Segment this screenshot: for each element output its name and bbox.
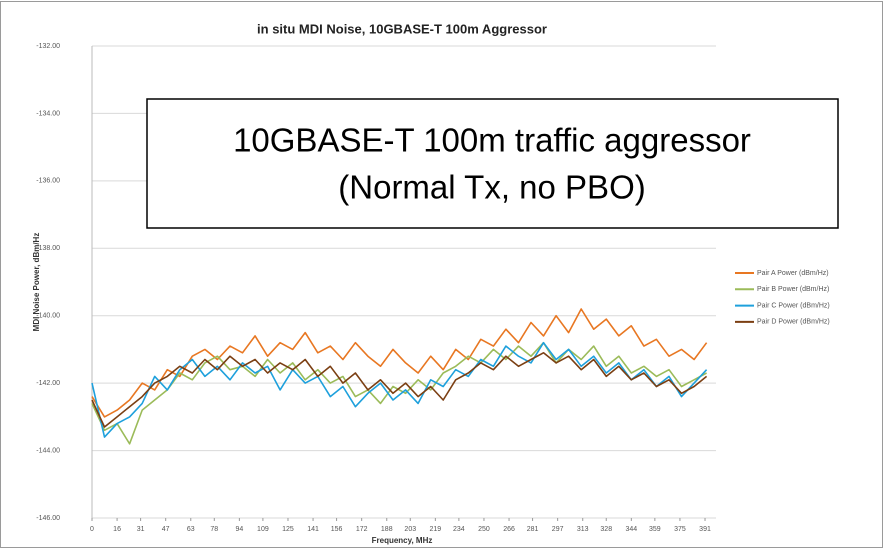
x-tick-label: 141 (307, 526, 319, 533)
x-tick-label: 125 (282, 526, 294, 533)
x-tick-label: 31 (137, 526, 145, 533)
series-line (91, 352, 708, 428)
y-tick-label: -142.00 (36, 380, 60, 387)
series-line (91, 341, 708, 438)
annotation-line: (Normal Tx, no PBO) (338, 169, 645, 206)
x-axis-label: Frequency, MHz (372, 536, 433, 545)
x-tick-label: 391 (699, 526, 711, 533)
x-tick-label: 172 (356, 526, 368, 533)
legend: Pair A Power (dBm/Hz) Pair B Power (dBm/H… (735, 270, 830, 326)
x-tick-label: 63 (187, 526, 195, 533)
annotation-box (146, 98, 839, 229)
x-tick-label: 375 (674, 526, 686, 533)
y-tick-label: -140.00 (36, 313, 60, 320)
x-tick-label: 16 (113, 526, 121, 533)
x-tick-label: 313 (577, 526, 589, 533)
x-tick-label: 94 (235, 526, 243, 533)
x-tick-label: 266 (503, 526, 515, 533)
y-tick-label: -146.00 (36, 515, 60, 522)
y-tick-label: -134.00 (36, 110, 60, 117)
x-tick-label: 281 (527, 526, 539, 533)
x-tick-label: 156 (331, 526, 343, 533)
annotation-line: 10GBASE-T 100m traffic aggressor (233, 122, 751, 159)
x-tick-label: 203 (404, 526, 416, 533)
y-tick-label: -144.00 (36, 447, 60, 454)
x-tick-label: 0 (90, 526, 94, 533)
legend-label: Pair C Power (dBm/Hz) (757, 302, 830, 309)
legend-label: Pair B Power (dBm/Hz) (757, 286, 829, 293)
x-tick-label: 359 (649, 526, 661, 533)
x-tick-label: 188 (381, 526, 393, 533)
x-tick-label: 78 (210, 526, 218, 533)
series-line (91, 341, 707, 445)
y-axis-label: MDI Noise Power, dBm/Hz (32, 233, 41, 332)
x-tick-label: 219 (430, 526, 442, 533)
x-tick-label: 109 (257, 526, 269, 533)
x-tick-label: 328 (600, 526, 612, 533)
lines (91, 308, 708, 445)
series-line (91, 308, 708, 418)
x-tick-label: 250 (478, 526, 490, 533)
x-tick-label: 234 (453, 526, 465, 533)
x-tick-label: 47 (162, 526, 170, 533)
x-tick-label: 344 (625, 526, 637, 533)
y-tick-label: -138.00 (36, 245, 60, 252)
legend-label: Pair D Power (dBm/Hz) (757, 319, 830, 326)
x-tick-label: 297 (552, 526, 564, 533)
y-tick-label: -132.00 (36, 43, 60, 50)
y-tick-label: -136.00 (36, 178, 60, 185)
chart-title: in situ MDI Noise, 10GBASE-T 100m Aggres… (257, 21, 547, 36)
legend-label: Pair A Power (dBm/Hz) (757, 270, 829, 277)
